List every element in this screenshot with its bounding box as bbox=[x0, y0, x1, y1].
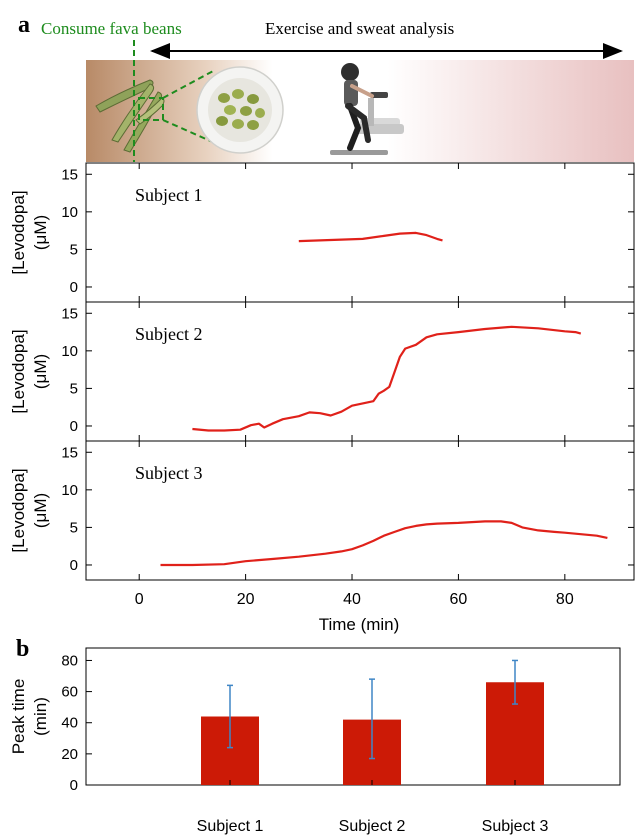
panel-frame-subject-3 bbox=[85, 440, 635, 581]
category-label: Subject 2 bbox=[339, 818, 406, 835]
panel-title-subject-2: Subject 2 bbox=[135, 324, 203, 344]
x-tick-label: 20 bbox=[237, 591, 255, 608]
y-axis-label: [Levodopa] bbox=[9, 329, 28, 413]
levodopa-series-subject-1 bbox=[298, 231, 443, 243]
panel-title-subject-3: Subject 3 bbox=[135, 463, 203, 483]
bean-bowl-illustration bbox=[196, 66, 284, 154]
peak-time-bar-chart: 0 20 40 60 80 Subject 1 Subject 2 Subject 3 Peak… bbox=[9, 647, 621, 835]
y-tick-label: 0 bbox=[70, 777, 78, 794]
x-tick-label: 40 bbox=[343, 591, 361, 608]
y-tick-label: 5 bbox=[70, 380, 78, 397]
y-tick-label: 15 bbox=[61, 166, 78, 183]
y-tick-label: 10 bbox=[61, 204, 78, 221]
category-label: Subject 3 bbox=[482, 818, 549, 835]
y-tick-label: 10 bbox=[61, 343, 78, 360]
y-tick-label: 80 bbox=[61, 652, 78, 669]
x-tick-label: 60 bbox=[450, 591, 468, 608]
y-tick-label: 15 bbox=[61, 444, 78, 461]
zoom-box bbox=[138, 97, 164, 121]
y-axis-unit: (μM) bbox=[31, 354, 50, 389]
y-tick-label: 5 bbox=[70, 241, 78, 258]
consume-fava-beans-label: Consume fava beans bbox=[41, 19, 182, 38]
y-tick-label: 15 bbox=[61, 305, 78, 322]
y-tick-label: 5 bbox=[70, 519, 78, 536]
y-axis-unit: (min) bbox=[31, 697, 50, 736]
y-tick-label: 0 bbox=[70, 418, 78, 435]
x-tick-label: 80 bbox=[556, 591, 574, 608]
y-axis-unit: (μM) bbox=[31, 493, 50, 528]
levodopa-series-subject-2 bbox=[192, 325, 582, 432]
y-tick-label: 60 bbox=[61, 684, 78, 701]
y-tick-label: 0 bbox=[70, 557, 78, 574]
y-tick-label: 20 bbox=[61, 746, 78, 763]
y-tick-label: 40 bbox=[61, 715, 78, 732]
panel-b-label: b bbox=[16, 636, 29, 662]
panel-frame-subject-2 bbox=[85, 301, 635, 442]
x-tick-label: 0 bbox=[135, 591, 144, 608]
category-label: Subject 1 bbox=[197, 818, 264, 835]
y-axis-label: [Levodopa] bbox=[9, 190, 28, 274]
y-tick-label: 10 bbox=[61, 482, 78, 499]
y-tick-label: 0 bbox=[70, 279, 78, 296]
panel-frame-subject-1 bbox=[85, 162, 635, 303]
exercise-bike-illustration bbox=[330, 63, 404, 155]
banner-strip bbox=[86, 60, 634, 162]
y-axis-label: Peak time bbox=[9, 679, 28, 755]
exercise-label: Exercise and sweat analysis bbox=[265, 19, 454, 38]
y-axis-label: [Levodopa] bbox=[9, 468, 28, 552]
panel-a-label: a bbox=[18, 12, 30, 38]
x-axis-label: Time (min) bbox=[319, 615, 400, 634]
levodopa-series-subject-3 bbox=[160, 520, 608, 567]
panel-title-subject-1: Subject 1 bbox=[135, 185, 203, 205]
y-axis-unit: (μM) bbox=[31, 215, 50, 250]
